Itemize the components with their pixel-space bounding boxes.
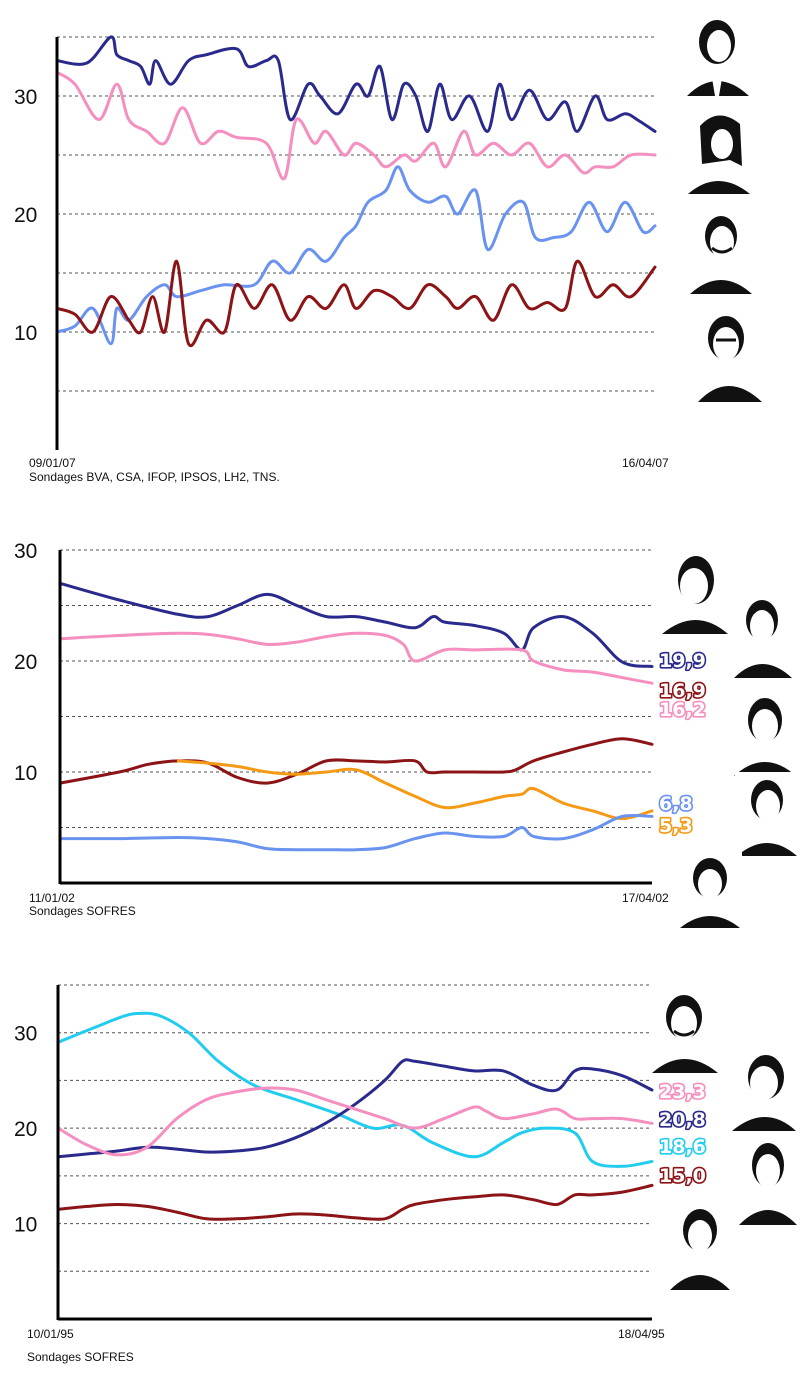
series-line-orange	[176, 759, 654, 821]
start-date-label: 10/01/95	[27, 1327, 74, 1341]
y-tick-label: 10	[14, 762, 37, 785]
y-tick-label: 20	[14, 1118, 37, 1141]
y-tick-label: 30	[14, 1023, 37, 1046]
final-value-label: 16,2	[659, 699, 706, 721]
start-date-label: 09/01/07	[29, 456, 76, 470]
y-tick-label: 10	[14, 1214, 37, 1237]
portrait-image	[694, 306, 764, 402]
final-value-label: 23,3	[659, 1081, 706, 1103]
series-line-blue	[55, 165, 657, 346]
end-date-label: 18/04/95	[618, 1327, 665, 1341]
source-label: Sondages SOFRES	[29, 904, 136, 918]
series-line-maroon	[56, 1183, 654, 1221]
series-line-pink	[55, 70, 657, 181]
y-tick-label: 30	[14, 86, 37, 109]
portrait-image	[726, 1045, 798, 1131]
portrait-image	[650, 985, 720, 1073]
y-tick-labels: 10 20 30	[14, 86, 37, 345]
series-lines	[55, 35, 657, 348]
portrait-image	[656, 546, 730, 634]
grid-lines	[60, 549, 652, 828]
portrait-image	[735, 772, 799, 856]
portrait-image	[732, 590, 794, 678]
final-value-label: 16,9	[659, 680, 706, 702]
series-line-blue	[58, 813, 654, 852]
series-lines	[58, 581, 654, 852]
portrait-image	[668, 1200, 732, 1290]
source-label: Sondages BVA, CSA, IFOP, IPSOS, LH2, TNS…	[29, 470, 280, 484]
final-value-label: 19,9	[659, 650, 706, 672]
series-line-navy	[56, 1058, 654, 1159]
final-value-label: 15,0	[659, 1165, 706, 1187]
portrait-image	[686, 206, 756, 294]
y-tick-label: 20	[14, 204, 37, 227]
series-line-pink	[56, 1086, 654, 1157]
series-line-navy	[58, 581, 654, 668]
series-line-cyan	[56, 1011, 654, 1168]
grid-lines	[58, 984, 652, 1272]
final-value-labels: 23,3 20,8 18,6 15,0	[657, 1079, 707, 1188]
final-value-labels: 19,9 16,916,2 6,85,3	[657, 648, 707, 838]
y-tick-label: 30	[14, 540, 37, 563]
end-date-label: 16/04/07	[622, 456, 669, 470]
chart-2007: 10 20 30 09/01/07 16/04/07 Sondages BVA, C…	[14, 8, 764, 484]
candidate-portraits	[650, 985, 799, 1290]
y-tick-label: 10	[14, 322, 37, 345]
candidate-portraits	[679, 8, 764, 402]
y-tick-label: 20	[14, 651, 37, 674]
chart-2002: 10 20 30 11/01/02 17/04/02 Sondages SOFRES…	[14, 540, 799, 928]
start-date-label: 11/01/02	[29, 891, 75, 905]
series-line-maroon	[55, 259, 657, 348]
series-lines	[56, 1011, 654, 1221]
candidate-portraits	[656, 546, 799, 928]
portrait-image	[684, 106, 754, 194]
portrait-image	[679, 8, 755, 96]
series-line-maroon	[58, 737, 654, 785]
final-value-label: 20,8	[659, 1109, 706, 1131]
source-label: Sondages SOFRES	[27, 1350, 134, 1364]
series-line-navy	[55, 35, 657, 133]
final-value-label: 5,3	[659, 815, 693, 837]
final-value-label: 6,8	[659, 793, 693, 815]
portrait-image	[737, 1133, 799, 1225]
grid-lines	[57, 36, 655, 392]
chart-1995: 10 20 30 10/01/95 18/04/95 Sondages SOFRES…	[14, 984, 799, 1364]
end-date-label: 17/04/02	[622, 891, 669, 905]
y-tick-labels: 10 20 30	[14, 1023, 37, 1237]
portrait-image	[732, 688, 798, 776]
final-value-label: 18,6	[659, 1136, 706, 1158]
series-line-pink	[58, 631, 654, 685]
portrait-image	[678, 852, 742, 928]
y-tick-labels: 10 20 30	[14, 540, 37, 785]
